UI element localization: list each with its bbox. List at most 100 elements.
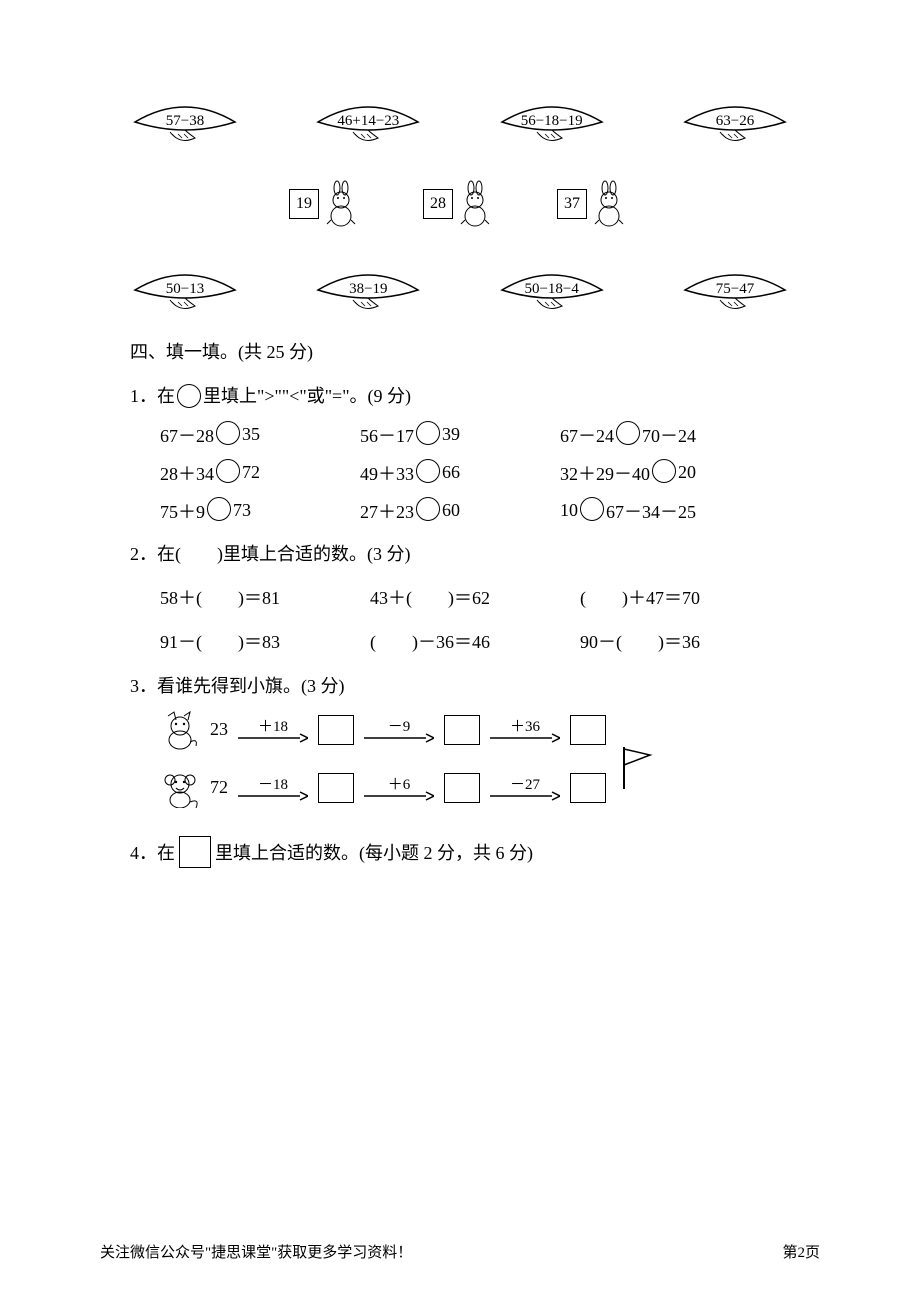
circle-blank-icon: [177, 384, 201, 408]
circle-blank-icon: [216, 421, 240, 445]
q2-row: 58＋( )＝81 43＋( )＝62 ( )＋47＝70: [160, 584, 790, 610]
q3-wrap: 23 ＋18 －9 ＋36: [130, 710, 790, 826]
fish-label: 46+14−23: [337, 113, 399, 130]
fish-label: 75−47: [716, 281, 754, 298]
expr-left: 28＋34: [160, 460, 214, 486]
expr-left: 27＋23: [360, 498, 414, 524]
q1-cell: 56－17 39: [360, 422, 560, 448]
fish-label: 50−18−4: [524, 281, 578, 298]
q3-prompt: 3．看谁先得到小旗。(3 分): [130, 672, 790, 698]
arrow-icon: [490, 790, 560, 802]
bunny-value: 19: [289, 189, 319, 219]
fish-item: 50−13: [130, 268, 240, 318]
q1-row: 28＋34 72 49＋33 66 32＋29－40 20: [160, 460, 790, 486]
fish-label: 63−26: [716, 113, 754, 130]
arrow: ＋36: [490, 715, 560, 744]
q1-suffix: 里填上">""<"或"="。(9 分): [203, 386, 411, 406]
fish-item: 46+14−23: [313, 100, 423, 150]
expr-left: 67－24: [560, 422, 614, 448]
blank-box: [570, 715, 606, 745]
blank-box: [444, 715, 480, 745]
q1-prompt: 1．在 里填上">""<"或"="。(9 分): [130, 382, 790, 410]
chain-row: 72 －18 ＋6 －27: [160, 768, 606, 808]
expr-right: 70－24: [642, 422, 696, 448]
arrow-icon: [490, 732, 560, 744]
wolf-icon: [160, 710, 200, 750]
circle-blank-icon: [416, 497, 440, 521]
q1-grid: 67－28 35 56－17 39 67－24 70－24 28＋34 72 49＋33…: [160, 422, 790, 524]
fish-item: 63−26: [680, 100, 790, 150]
bunny-item: 19: [289, 180, 363, 228]
flag-icon: [616, 743, 656, 793]
circle-blank-icon: [216, 459, 240, 483]
expr-right: 20: [678, 462, 696, 483]
arrow: －27: [490, 773, 560, 802]
blank-box: [444, 773, 480, 803]
bunny-item: 28: [423, 180, 497, 228]
expr-right: 60: [442, 500, 460, 521]
fish-row-bottom: 50−13 38−19 50−18−4 75−47: [130, 268, 790, 318]
q1-cell: 1067－34－25: [560, 498, 790, 524]
q2-cell: 43＋( )＝62: [370, 584, 580, 610]
expr-right: 35: [242, 424, 260, 445]
arrow-icon: [238, 790, 308, 802]
bunny-row: 19 28 37: [130, 180, 790, 228]
bunny-value: 37: [557, 189, 587, 219]
fish-row-top: 57−38 46+14−23 56−18−19 63−26: [130, 100, 790, 150]
fish-item: 57−38: [130, 100, 240, 150]
q1-cell: 27＋23 60: [360, 498, 560, 524]
page-footer: 关注微信公众号"捷思课堂"获取更多学习资料！ 第2页: [100, 1241, 820, 1262]
blank-box: [318, 773, 354, 803]
fish-label: 56−18−19: [521, 113, 583, 130]
q2-row: 91－( )＝83 ( )－36＝46 90－( )＝36: [160, 628, 790, 654]
q4-prefix: 4．在: [130, 839, 175, 865]
q1-cell: 28＋34 72: [160, 460, 360, 486]
arrow: －18: [238, 773, 308, 802]
q1-cell: 75＋9 73: [160, 498, 360, 524]
fish-item: 38−19: [313, 268, 423, 318]
q1-cell: 67－28 35: [160, 422, 360, 448]
q1-prefix: 1．在: [130, 386, 175, 406]
circle-blank-icon: [416, 421, 440, 445]
arrow: ＋18: [238, 715, 308, 744]
circle-blank-icon: [416, 459, 440, 483]
fish-label: 57−38: [166, 113, 204, 130]
fish-label: 50−13: [166, 281, 204, 298]
chain-start: 23: [210, 719, 228, 740]
blank-box: [318, 715, 354, 745]
expr-left: 32＋29－40: [560, 460, 650, 486]
pchain-row: 23 ＋18 －9 ＋36: [160, 710, 606, 750]
expr-left: 75＋9: [160, 498, 205, 524]
footer-right: 第2页: [782, 1241, 820, 1262]
chain-start: 72: [210, 777, 228, 798]
fish-item: 56−18−19: [497, 100, 607, 150]
circle-blank-icon: [652, 459, 676, 483]
footer-left: 关注微信公众号"捷思课堂"获取更多学习资料！: [100, 1241, 412, 1262]
expr-left: 67－28: [160, 422, 214, 448]
fish-item: 75−47: [680, 268, 790, 318]
circle-blank-icon: [580, 497, 604, 521]
expr-right: 72: [242, 462, 260, 483]
circle-blank-icon: [616, 421, 640, 445]
circle-blank-icon: [207, 497, 231, 521]
expr-left: 56－17: [360, 422, 414, 448]
bunny-value: 28: [423, 189, 453, 219]
arrow: ＋6: [364, 773, 434, 802]
expr-right: 73: [233, 500, 251, 521]
expr-right: 39: [442, 424, 460, 445]
q2-cell: ( )＋47＝70: [580, 584, 790, 610]
square-blank-icon: [179, 836, 211, 868]
q1-cell: 32＋29－40 20: [560, 460, 790, 486]
q2-prompt: 2．在( )里填上合适的数。(3 分): [130, 540, 790, 566]
q2-grid: 58＋( )＝81 43＋( )＝62 ( )＋47＝70 91－( )＝83 …: [160, 584, 790, 654]
fish-item: 50−18−4: [497, 268, 607, 318]
q1-cell: 67－24 70－24: [560, 422, 790, 448]
q1-row: 75＋9 73 27＋23 60 1067－34－25: [160, 498, 790, 524]
monkey-icon: [160, 768, 200, 808]
arrow-icon: [364, 732, 434, 744]
expr-left: 49＋33: [360, 460, 414, 486]
expr-right: 66: [442, 462, 460, 483]
q4-prompt: 4．在 里填上合适的数。(每小题 2 分，共 6 分): [130, 836, 790, 868]
expr-right: 67－34－25: [606, 498, 696, 524]
arrow-icon: [364, 790, 434, 802]
